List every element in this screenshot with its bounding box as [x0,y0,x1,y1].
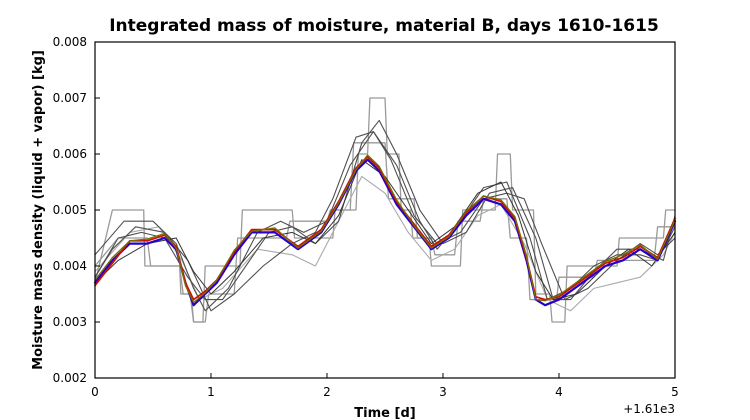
y-tick-label: 0.007 [53,91,87,105]
x-tick-label: 5 [671,385,679,399]
x-axis: 0 1 2 3 4 5 [91,373,679,399]
y-tick-label: 0.005 [53,203,87,217]
plot-area [93,41,677,379]
series-line-6 [94,131,676,312]
x-tick-label: 1 [207,385,215,399]
series-line-10 [94,154,676,304]
y-tick-label: 0.008 [53,35,87,49]
series-layer [93,97,677,323]
y-tick-label: 0.006 [53,147,87,161]
y-tick-label: 0.004 [53,259,87,273]
y-axis: 0.002 0.003 0.004 0.005 0.006 0.007 0.008 [53,35,100,385]
x-offset-label: +1.61e3 [623,402,675,416]
y-tick-label: 0.003 [53,315,87,329]
x-tick-label: 3 [439,385,447,399]
series-line-5 [94,119,676,301]
y-axis-label: Moisture mass density (liquid + vapor) [… [31,50,46,370]
chart-title: Integrated mass of moisture, material B,… [109,16,659,36]
plot-background [95,42,675,378]
y-tick-label: 0.002 [53,371,87,385]
x-axis-label: Time [d] [354,406,415,420]
series-line-7 [94,159,676,301]
x-tick-label: 2 [323,385,331,399]
x-tick-label: 4 [555,385,563,399]
series-line-9 [94,155,676,301]
x-tick-label: 0 [91,385,99,399]
